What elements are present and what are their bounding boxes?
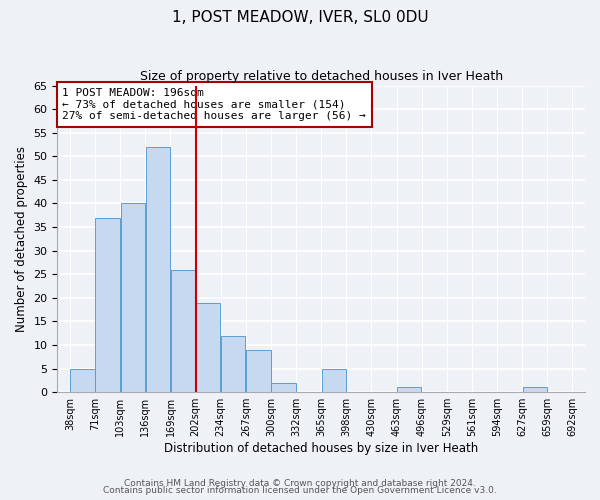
Text: 1, POST MEADOW, IVER, SL0 0DU: 1, POST MEADOW, IVER, SL0 0DU (172, 10, 428, 25)
Bar (397, 388, 421, 392)
Text: Contains HM Land Registry data © Crown copyright and database right 2024.: Contains HM Land Registry data © Crown c… (124, 478, 476, 488)
Bar (322, 368, 346, 392)
Bar (246, 350, 271, 392)
Title: Size of property relative to detached houses in Iver Heath: Size of property relative to detached ho… (140, 70, 503, 83)
Text: Contains public sector information licensed under the Open Government Licence v3: Contains public sector information licen… (103, 486, 497, 495)
X-axis label: Distribution of detached houses by size in Iver Heath: Distribution of detached houses by size … (164, 442, 478, 455)
Bar (221, 336, 245, 392)
Bar (271, 383, 296, 392)
Bar (95, 218, 120, 392)
Bar (121, 204, 145, 392)
Y-axis label: Number of detached properties: Number of detached properties (15, 146, 28, 332)
Bar (171, 270, 195, 392)
Bar (196, 302, 220, 392)
Bar (523, 388, 547, 392)
Bar (70, 368, 95, 392)
Text: 1 POST MEADOW: 196sqm
← 73% of detached houses are smaller (154)
27% of semi-det: 1 POST MEADOW: 196sqm ← 73% of detached … (62, 88, 366, 121)
Bar (146, 147, 170, 392)
